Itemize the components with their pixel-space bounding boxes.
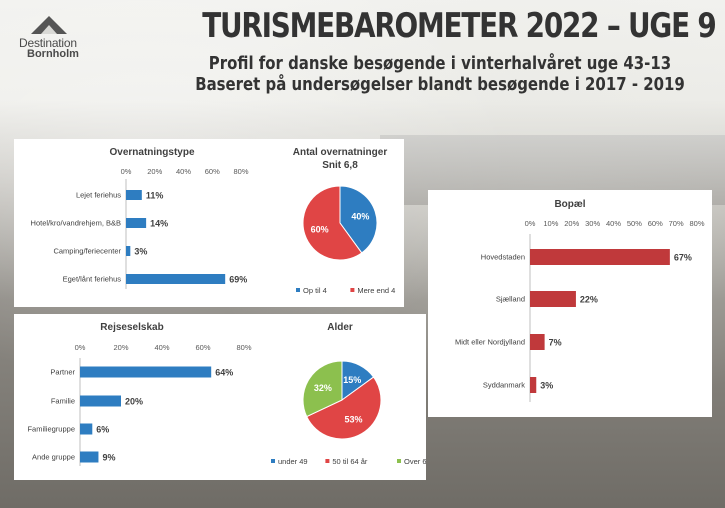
overnatningstype-tick-3: 60% (205, 167, 220, 176)
rejseselskab-chart: Rejseselskab 0% 20% 40% 60% 80% Partner 64% Fami… (27, 322, 252, 466)
overnatningstype-label-hotel-kro-vandrehjem-b-b: Hotel/kro/vandrehjem, B&B (31, 219, 121, 228)
bopael-tick-6: 60% (648, 219, 663, 228)
overnatningstype-bar-eget-l-nt-feriehus (126, 274, 226, 284)
rejseselskab-label-familie: Familie (51, 397, 75, 406)
antal-overnatninger-legend-swatch-op-til-4 (296, 288, 300, 292)
rejseselskab-bar-familiegruppe (80, 423, 93, 435)
rejseselskab-tick-4: 80% (236, 343, 251, 352)
logo-mark-icon (31, 16, 67, 34)
page-title: TURISMEBAROMETER 2022 – UGE 9 (202, 6, 717, 46)
rejseselskab-value-familiegruppe: 6% (96, 425, 109, 435)
antal-overnatninger-title: Antal overnatninger (293, 147, 388, 158)
overnatningstype-tick-2: 40% (176, 167, 191, 176)
overnatningstype-value-lejet-feriehus: 11% (146, 191, 164, 201)
overnatningstype-value-camping-feriecenter: 3% (134, 247, 147, 257)
bopael-tick-2: 20% (564, 219, 579, 228)
bopael-title: Bopæl (554, 199, 585, 210)
bopael-bar-sj-lland (530, 291, 576, 307)
bopael-label-sj-lland: Sjælland (496, 295, 525, 304)
overnatningstype-label-camping-feriecenter: Camping/feriecenter (53, 247, 121, 256)
bopael-value-syddanmark: 3% (540, 381, 553, 391)
alder-slice-50-til-64-r (306, 376, 382, 440)
logo-line2: Bornholm (27, 48, 79, 60)
page-subtitle-1: Profil for danske besøgende i vinterhalv… (208, 53, 672, 74)
bopael-tick-5: 50% (627, 219, 642, 228)
rejseselskab-label-familiegruppe: Familiegruppe (27, 425, 75, 434)
antal-overnatninger-subtitle: Snit 6,8 (322, 160, 358, 171)
rejseselskab-tick-1: 20% (113, 343, 128, 352)
bopael-tick-8: 80% (689, 219, 704, 228)
bopael-tick-1: 10% (543, 219, 558, 228)
overnatningstype-tick-0: 0% (121, 167, 132, 176)
overnatningstype-value-hotel-kro-vandrehjem-b-b: 14% (150, 219, 168, 229)
antal-overnatninger-slice-label-op-til-4: 40% (351, 211, 369, 221)
bopael-label-syddanmark: Syddanmark (483, 381, 525, 390)
rejseselskab-title: Rejseselskab (100, 322, 163, 333)
bopael-value-sj-lland: 22% (580, 295, 598, 305)
bopael-value-midt-eller-nordjylland: 7% (549, 338, 562, 348)
bopael-tick-3: 30% (585, 219, 600, 228)
alder-slice-over-65-r (302, 360, 343, 418)
alder-slice-label-over-65-r: 32% (314, 383, 332, 393)
overnatningstype-bar-hotel-kro-vandrehjem-b-b (126, 218, 147, 228)
alder-legend-swatch-over-65-r (397, 459, 401, 463)
rejseselskab-bar-partner (80, 366, 212, 378)
bopael-tick-7: 70% (669, 219, 684, 228)
rejseselskab-bar-ande-gruppe (80, 451, 99, 463)
bopael-chart: Bopæl 0% 10% 20% 30% 40% 50% 60% 70% 80% Hovedstad… (455, 199, 705, 402)
antal-overnatninger-legend-op-til-4: Op til 4 (303, 286, 327, 295)
alder-slice-label-50-til-64-r: 53% (345, 414, 363, 424)
bopael-label-hovedstaden: Hovedstaden (481, 253, 525, 262)
rejseselskab-value-partner: 64% (215, 368, 233, 378)
overnatningstype-bar-camping-feriecenter (126, 246, 131, 256)
bopael-bar-midt-eller-nordjylland (530, 334, 545, 350)
bopael-value-hovedstaden: 67% (674, 253, 692, 263)
page-subtitle-2: Baseret på undersøgelser blandt besøgend… (195, 74, 685, 95)
alder-slice-under-49 (341, 360, 375, 401)
destination-bornholm-logo: Destination Bornholm (19, 14, 109, 60)
overnatningstype-label-lejet-feriehus: Lejet feriehus (76, 191, 121, 200)
alder-legend-under-49: under 49 (278, 457, 308, 466)
bopael-tick-0: 0% (525, 219, 536, 228)
rejseselskab-tick-3: 60% (195, 343, 210, 352)
rejseselskab-value-familie: 20% (125, 397, 143, 407)
bopael-label-midt-eller-nordjylland: Midt eller Nordjylland (455, 338, 525, 347)
antal-overnatninger-slice-mere-end-4 (302, 185, 363, 261)
rejseselskab-label-ande-gruppe: Ande gruppe (32, 453, 75, 462)
bopael-bar-syddanmark (530, 377, 537, 393)
panel-right: Bopæl 0% 10% 20% 30% 40% 50% 60% 70% 80% Hovedstad… (428, 190, 712, 417)
alder-legend-50-til-64-r: 50 til 64 år (332, 457, 368, 466)
overnatningstype-bar-lejet-feriehus (126, 190, 142, 200)
panel-bottom-left: Rejseselskab 0% 20% 40% 60% 80% Partner 64% Fami… (14, 314, 426, 480)
antal-overnatninger-slice-label-mere-end-4: 60% (311, 225, 329, 235)
bopael-tick-4: 40% (606, 219, 621, 228)
rejseselskab-value-ande-gruppe: 9% (102, 453, 115, 463)
alder-slice-label-under-49: 15% (343, 375, 361, 385)
overnatningstype-title: Overnatningstype (109, 147, 194, 158)
overnatningstype-tick-1: 20% (147, 167, 162, 176)
alder-legend-swatch-50-til-64-r (325, 459, 330, 463)
rejseselskab-tick-2: 40% (154, 343, 169, 352)
overnatningstype-chart: Overnatningstype 0% 20% 40% 60% 80% Lejet feri… (31, 147, 249, 289)
bopael-bar-hovedstaden (530, 249, 670, 265)
rejseselskab-tick-0: 0% (75, 343, 86, 352)
rejseselskab-bar-familie (80, 395, 121, 407)
logo-line1: Destination (19, 36, 77, 50)
overnatningstype-value-eget-l-nt-feriehus: 69% (229, 275, 247, 285)
rejseselskab-label-partner: Partner (50, 368, 75, 377)
panel-top-left: Overnatningstype 0% 20% 40% 60% 80% Lejet feri… (14, 139, 404, 307)
alder-title: Alder (327, 322, 353, 333)
overnatningstype-tick-4: 80% (233, 167, 248, 176)
alder-legend-over-65-r: Over 65 år (404, 457, 426, 466)
antal-overnatninger-legend-swatch-mere-end-4 (350, 288, 355, 292)
overnatningstype-label-eget-l-nt-feriehus: Eget/lånt feriehus (63, 275, 122, 284)
antal-overnatninger-legend-mere-end-4: Mere end 4 (357, 286, 395, 295)
antal-overnatninger-slice-op-til-4 (339, 185, 378, 254)
